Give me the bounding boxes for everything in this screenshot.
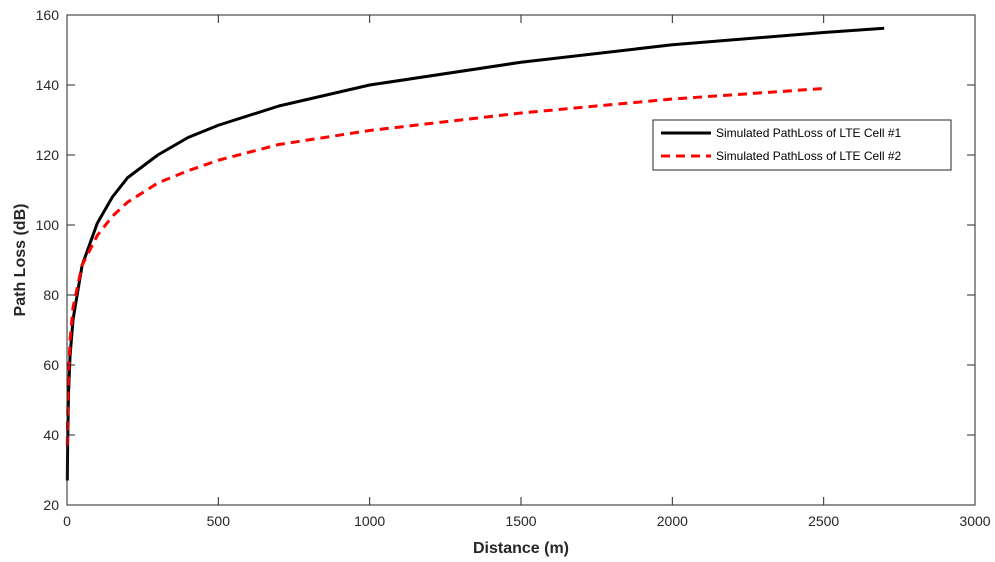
y-tick-label: 160 — [36, 7, 60, 23]
x-tick-label: 3000 — [959, 513, 990, 529]
x-tick-label: 0 — [63, 513, 71, 529]
legend: Simulated PathLoss of LTE Cell #1 Simula… — [652, 119, 952, 171]
y-tick-label: 60 — [43, 357, 59, 373]
y-tick-label: 80 — [43, 287, 59, 303]
y-tick-label: 120 — [36, 147, 60, 163]
y-tick-label: 140 — [36, 77, 60, 93]
legend-label-cell-2: Simulated PathLoss of LTE Cell #2 — [716, 149, 902, 163]
x-tick-label: 2500 — [808, 513, 839, 529]
ticks-layer: 0 500 1000 1500 2000 2500 3000 20 40 60 80 100 120 14… — [36, 7, 991, 529]
y-tick-label: 40 — [43, 427, 59, 443]
x-tick-label: 1000 — [354, 513, 385, 529]
x-tick-label: 500 — [207, 513, 231, 529]
x-tick-label: 2000 — [657, 513, 688, 529]
x-tick-label: 1500 — [505, 513, 536, 529]
y-tick-label: 20 — [43, 497, 59, 513]
series-line-cell-2 — [65, 87, 824, 446]
plot-area — [67, 15, 975, 505]
legend-label-cell-1: Simulated PathLoss of LTE Cell #1 — [716, 126, 902, 140]
x-axis-label: Distance (m) — [473, 540, 569, 557]
series-layer — [65, 26, 885, 481]
legend-box — [652, 119, 952, 171]
y-axis-label: Path Loss (dB) — [12, 204, 29, 317]
y-tick-label: 100 — [36, 217, 60, 233]
